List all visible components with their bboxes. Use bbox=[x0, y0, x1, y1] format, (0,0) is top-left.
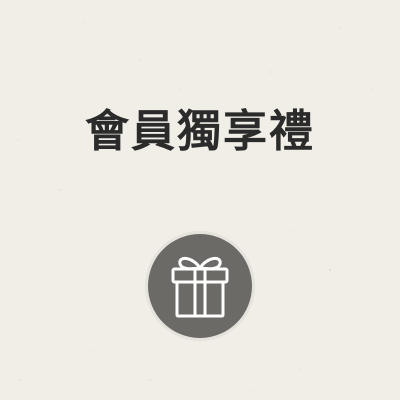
gift-badge bbox=[144, 230, 256, 342]
gift-icon bbox=[145, 231, 255, 341]
page-title: 會員獨享禮 bbox=[85, 106, 315, 157]
gift-box bbox=[175, 280, 225, 318]
badge-circle bbox=[148, 234, 252, 338]
